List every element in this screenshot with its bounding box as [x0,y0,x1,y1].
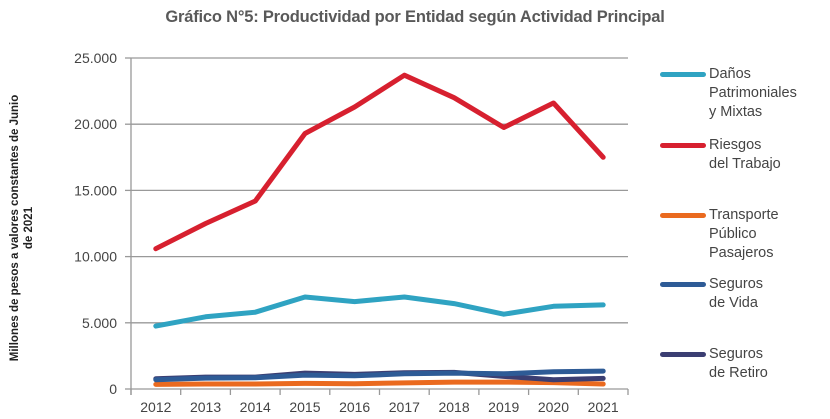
legend-swatch [660,72,706,77]
legend-label: Riesgos del Trabajo [709,137,781,172]
legend-item: Riesgos del Trabajo [660,136,781,174]
y-tick-label: 15.000 [74,182,117,198]
x-tick-label: 2019 [488,399,519,415]
y-tick-label: 10.000 [74,249,117,265]
series-line-danos-0 [153,294,606,329]
legend-swatch [660,143,706,148]
x-tick-label: 2015 [289,399,320,415]
x-tick-label: 2012 [140,399,171,415]
x-tick-label: 2014 [240,399,271,415]
y-tick-label: 0 [109,381,117,397]
legend-label: Transporte Público Pasajeros [709,207,779,261]
x-tick-label: 2017 [389,399,420,415]
x-tick-label: 2013 [190,399,221,415]
x-tick-label: 2016 [339,399,370,415]
x-tick-label: 2021 [588,399,619,415]
x-tick-label: 2018 [438,399,469,415]
chart-title: Gráfico N°5: Productividad por Entidad s… [165,8,665,26]
axes: 0 5.000 10.000 15.000 20.000 25.000 2012 2013 20… [74,50,629,415]
y-tick-label: 25.000 [74,50,117,66]
y-tick-label: 5.000 [82,315,117,331]
legend-label: Seguros de Retiro [709,346,768,381]
series-line-riesgos-1 [153,72,606,252]
gridlines [131,57,628,324]
series-line-seguros-3 [153,368,606,383]
y-tick-label: 20.000 [74,116,117,132]
legend-item: Seguros de Retiro [660,345,768,383]
legend-item: Seguros de Vida [660,275,763,313]
x-tick-label: 2020 [538,399,569,415]
legend-swatch [660,213,706,218]
legend-swatch [660,352,706,357]
series-line-transporte-2 [153,379,606,387]
legend-label: Daños Patrimoniales y Mixtas [709,66,797,120]
legend-item: Transporte Público Pasajeros [660,206,779,263]
legend-swatch [660,282,706,287]
legend-item: Daños Patrimoniales y Mixtas [660,65,797,122]
legend-label: Seguros de Vida [709,276,764,311]
series-lines [153,72,606,387]
